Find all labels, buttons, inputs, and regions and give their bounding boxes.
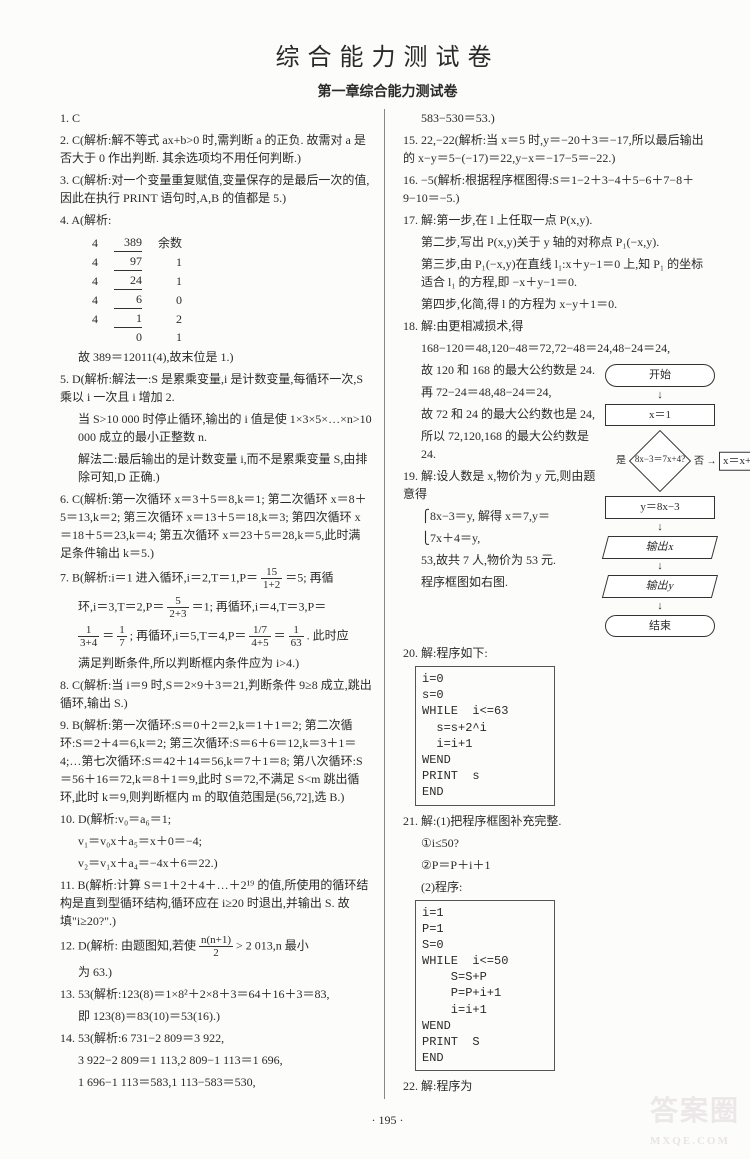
- q4-division-table: 4 389 余数 4971 4241 460 412 01: [84, 233, 190, 346]
- table-cell: 24: [106, 271, 150, 290]
- flow-start: 开始: [605, 364, 715, 387]
- flowchart: 开始 ↓ x＝1 ↓ 8x−3＝7x+4? 是 否 → x＝x+1 ↓ y＝8x…: [605, 361, 715, 640]
- q21a: 21. 解:(1)把程序框图补充完整.: [403, 812, 715, 830]
- q10c: v₂＝v₁x＋a₄＝−4x＋6＝22.): [60, 854, 372, 872]
- table-cell: 余数: [150, 233, 190, 252]
- q18a: 18. 解:由更相减损术,得: [403, 317, 715, 335]
- q14c: 1 696−1 113＝583,1 113−583＝530,: [60, 1073, 372, 1091]
- q5a: 5. D(解析:解法一:S 是累乘变量,i 是计数变量,每循环一次,S 乘以 i…: [60, 370, 372, 406]
- q11: 11. B(解析:计算 S＝1＋2＋4＋…＋2¹⁹ 的值,所使用的循环结构是直到…: [60, 876, 372, 930]
- q14a: 14. 53(解析:6 731−2 809＝3 922,: [60, 1029, 372, 1047]
- table-cell: 1: [150, 252, 190, 271]
- table-cell: 0: [106, 328, 150, 346]
- q16: 16. −5(解析:根据程序框图得:S＝1−2＋3−4＋5−6＋7−8＋9−10…: [403, 171, 715, 207]
- q1: 1. C: [60, 109, 372, 127]
- flow-assign-y: y＝8x−3: [605, 496, 715, 519]
- q7d: 满足判断条件,所以判断框内条件应为 i>4.): [60, 654, 372, 672]
- left-column: 1. C 2. C(解析:解不等式 ax+b>0 时,需判断 a 的正负. 故需…: [60, 109, 385, 1099]
- q4-tail: 故 389＝12011(4),故末位是 1.): [60, 348, 372, 366]
- table-cell: 1: [106, 309, 150, 328]
- flow-output-x: 输出x: [602, 536, 718, 559]
- arrow-down-icon: ↓: [605, 522, 715, 533]
- flow-assign-x: x＝1: [605, 404, 715, 427]
- q7a: 7. B(解析:i＝1 进入循环,i＝2,T＝1,P＝ 151+2 ＝5; 再循: [60, 566, 372, 591]
- flow-output-y: 输出y: [602, 575, 718, 598]
- q5c: 解法二:最后输出的是计数变量 i,而不是累乘变量 S,由排除可知,D 正确.): [60, 450, 372, 486]
- table-cell: 4: [84, 309, 106, 328]
- table-cell: [84, 328, 106, 346]
- q10a: 10. D(解析:v₀＝a₆＝1;: [60, 810, 372, 828]
- flow-branch-yes: 是: [616, 454, 628, 469]
- page-title: 综合能力测试卷: [60, 40, 715, 76]
- flow-inc-x: x＝x+1: [719, 452, 750, 471]
- q13a: 13. 53(解析:123(8)＝1×8²＋2×8＋3＝64＋16＋3＝83,: [60, 985, 372, 1003]
- right-column: 583−530＝53.) 15. 22,−22(解析:当 x＝5 时,y＝−20…: [403, 109, 715, 1099]
- q5b: 当 S>10 000 时停止循环,输出的 i 值是使 1×3×5×…×n>10 …: [60, 410, 372, 446]
- q21b: ①i≤50?: [403, 834, 715, 852]
- arrow-down-icon: ↓: [605, 561, 715, 572]
- q14b: 3 922−2 809＝1 113,2 809−1 113＝1 696,: [60, 1051, 372, 1069]
- q17d: 第四步,化简,得 l 的方程为 x−y＋1＝0.: [403, 295, 715, 313]
- q3: 3. C(解析:对一个变量重复赋值,变量保存的是最后一次的值,因此在执行 PRI…: [60, 171, 372, 207]
- q15: 15. 22,−22(解析:当 x＝5 时,y＝−20＋3＝−17,所以最后输出…: [403, 131, 715, 167]
- q4-head: 4. A(解析:: [60, 211, 372, 229]
- q12: 12. D(解析: 由题图知,若使 n(n+1)2 > 2 013,n 最小: [60, 934, 372, 959]
- table-cell: 1: [150, 271, 190, 290]
- q17b: 第二步,写出 P(x,y)关于 y 轴的对称点 P₁(−x,y).: [403, 233, 715, 251]
- q7c: 13+4 ＝ 17 ; 再循环,i＝5,T＝4,P＝ 1/74+5 ＝ 163 …: [60, 624, 372, 649]
- arrow-down-icon: ↓: [605, 601, 715, 612]
- table-cell: 1: [150, 328, 190, 346]
- q18b: 168−120＝48,120−48＝72,72−48＝24,48−24＝24,: [403, 339, 715, 357]
- table-cell: 97: [106, 252, 150, 271]
- table-cell: 2: [150, 309, 190, 328]
- q17c: 第三步,由 P₁(−x,y)在直线 l₁:x＋y−1＝0 上,知 P₁ 的坐标适…: [403, 255, 715, 291]
- q13b: 即 123(8)＝83(10)＝53(16).): [60, 1007, 372, 1025]
- q21d: (2)程序:: [403, 878, 715, 896]
- table-cell: 4: [84, 233, 106, 252]
- q20: 20. 解:程序如下:: [403, 644, 715, 662]
- table-cell: 4: [84, 290, 106, 309]
- code-block-1: i=0 s=0 WHILE i<=63 s=s+2^i i=i+1 WEND P…: [415, 666, 555, 806]
- q14d: 583−530＝53.): [403, 109, 715, 127]
- table-cell: 389: [106, 233, 150, 252]
- table-cell: 4: [84, 271, 106, 290]
- two-column-layout: 1. C 2. C(解析:解不等式 ax+b>0 时,需判断 a 的正负. 故需…: [60, 109, 715, 1099]
- q17a: 17. 解:第一步,在 l 上任取一点 P(x,y).: [403, 211, 715, 229]
- q6: 6. C(解析:第一次循环 x＝3＋5＝8,k＝1; 第二次循环 x＝8＋5＝1…: [60, 490, 372, 562]
- table-cell: 0: [150, 290, 190, 309]
- q7b: 环,i＝3,T＝2,P＝ 52+3 ＝1; 再循环,i＝4,T＝3,P＝: [60, 595, 372, 620]
- arrow-down-icon: ↓: [605, 390, 715, 401]
- q21c: ②P＝P＋i＋1: [403, 856, 715, 874]
- chapter-subtitle: 第一章综合能力测试卷: [60, 82, 715, 103]
- table-cell: 6: [106, 290, 150, 309]
- q10b: v₁＝v₀x＋a₅＝x＋0＝−4;: [60, 832, 372, 850]
- flow-branch-no: 否 → x＝x+1: [692, 452, 750, 471]
- q9: 9. B(解析:第一次循环:S＝0＋2＝2,k＝1＋1＝2; 第二次循环:S＝2…: [60, 716, 372, 806]
- page-number: · 195 ·: [60, 1111, 715, 1129]
- flow-end: 结束: [605, 615, 715, 638]
- q12c: 为 63.): [60, 963, 372, 981]
- q2: 2. C(解析:解不等式 ax+b>0 时,需判断 a 的正负. 故需对 a 是…: [60, 131, 372, 167]
- watermark: 答案圈 MXQE.COM: [650, 1091, 740, 1150]
- table-cell: 4: [84, 252, 106, 271]
- code-block-2: i=1 P=1 S=0 WHILE i<=50 S=S+P P=P+i+1 i=…: [415, 900, 555, 1072]
- q8: 8. C(解析:当 i＝9 时,S＝2×9＋3＝21,判断条件 9≥8 成立,跳…: [60, 676, 372, 712]
- flow-decision: 8x−3＝7x+4? 是 否 → x＝x+1: [628, 443, 692, 479]
